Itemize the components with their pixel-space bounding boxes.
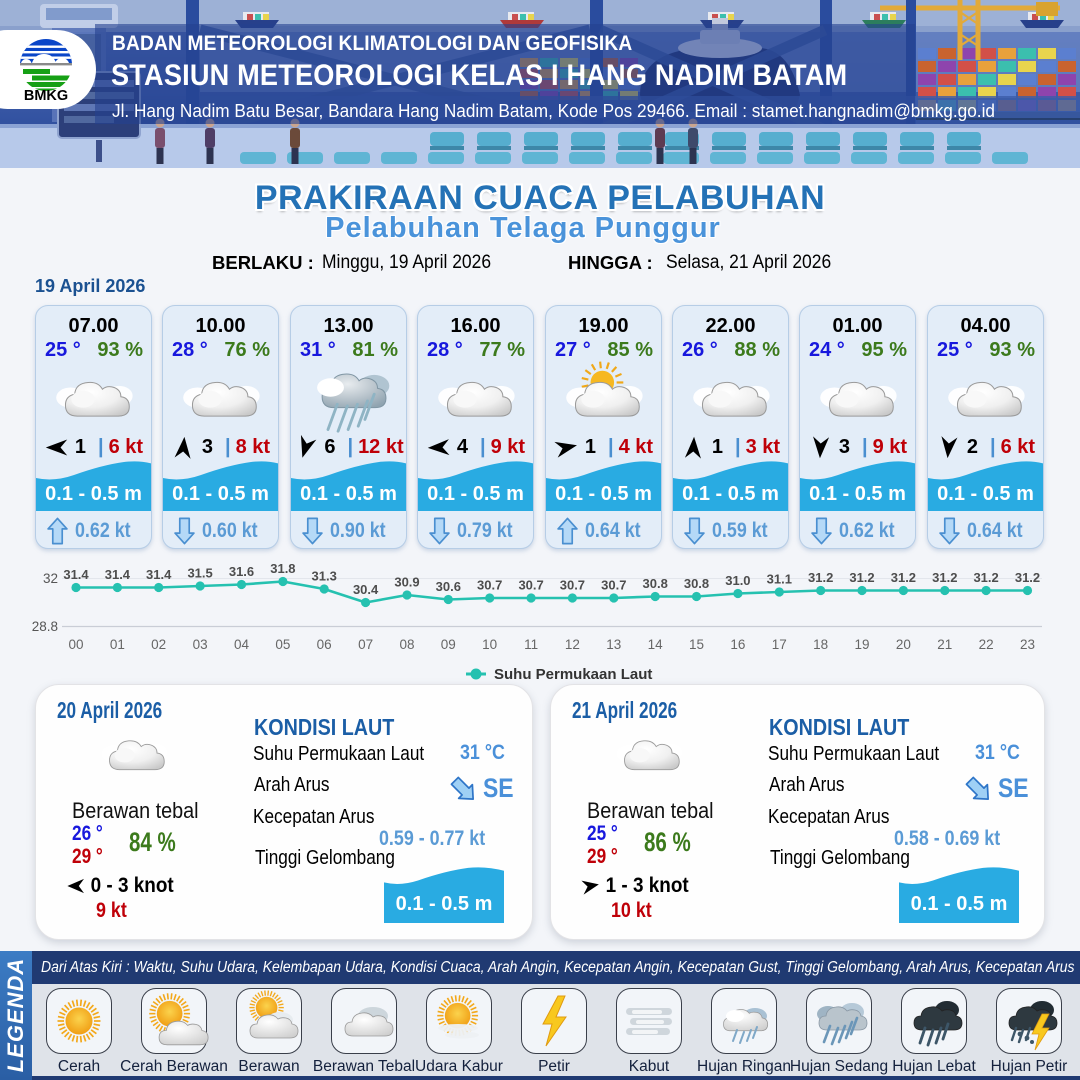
svg-text:31.3: 31.3 <box>312 569 337 584</box>
svg-text:00: 00 <box>68 637 83 652</box>
svg-text:32: 32 <box>43 571 58 586</box>
svg-text:30.9: 30.9 <box>394 575 419 590</box>
svg-text:31.4: 31.4 <box>63 567 89 582</box>
svg-text:30.7: 30.7 <box>560 578 585 593</box>
svg-text:15: 15 <box>689 637 704 652</box>
svg-text:31.2: 31.2 <box>932 570 957 585</box>
svg-text:31.8: 31.8 <box>270 561 295 576</box>
svg-text:23: 23 <box>1020 637 1035 652</box>
svg-text:04: 04 <box>234 637 250 652</box>
svg-text:20: 20 <box>896 637 911 652</box>
svg-text:07: 07 <box>358 637 373 652</box>
svg-text:31.4: 31.4 <box>105 567 131 582</box>
svg-text:03: 03 <box>193 637 208 652</box>
svg-text:02: 02 <box>151 637 166 652</box>
svg-text:12: 12 <box>565 637 580 652</box>
svg-text:14: 14 <box>648 637 664 652</box>
svg-text:Suhu Permukaan Laut: Suhu Permukaan Laut <box>494 666 652 683</box>
svg-text:18: 18 <box>813 637 828 652</box>
svg-text:31.2: 31.2 <box>973 570 998 585</box>
svg-text:17: 17 <box>772 637 787 652</box>
svg-text:19: 19 <box>854 637 869 652</box>
svg-text:31.2: 31.2 <box>849 570 874 585</box>
svg-text:21: 21 <box>937 637 952 652</box>
svg-text:11: 11 <box>524 637 538 652</box>
svg-text:30.7: 30.7 <box>601 578 626 593</box>
svg-text:22: 22 <box>979 637 994 652</box>
svg-text:31.5: 31.5 <box>187 566 212 581</box>
svg-text:08: 08 <box>399 637 414 652</box>
svg-text:13: 13 <box>606 637 621 652</box>
svg-text:30.6: 30.6 <box>436 579 461 594</box>
svg-text:05: 05 <box>275 637 290 652</box>
svg-text:30.8: 30.8 <box>684 576 709 591</box>
svg-text:31.2: 31.2 <box>1015 570 1040 585</box>
svg-text:30.7: 30.7 <box>477 578 502 593</box>
svg-text:28.8: 28.8 <box>32 619 58 634</box>
svg-text:31.2: 31.2 <box>808 570 833 585</box>
svg-text:30.8: 30.8 <box>643 576 668 591</box>
svg-text:30.4: 30.4 <box>353 582 379 597</box>
svg-text:31.6: 31.6 <box>229 564 254 579</box>
svg-text:31.2: 31.2 <box>891 570 916 585</box>
svg-text:01: 01 <box>110 637 125 652</box>
svg-text:BMKG: BMKG <box>24 88 68 102</box>
svg-text:31.4: 31.4 <box>146 567 172 582</box>
svg-text:30.7: 30.7 <box>518 578 543 593</box>
svg-text:09: 09 <box>441 637 456 652</box>
svg-text:10: 10 <box>482 637 497 652</box>
svg-text:31.1: 31.1 <box>767 572 792 587</box>
svg-text:16: 16 <box>730 637 745 652</box>
svg-text:06: 06 <box>317 637 332 652</box>
svg-text:31.0: 31.0 <box>725 573 750 588</box>
